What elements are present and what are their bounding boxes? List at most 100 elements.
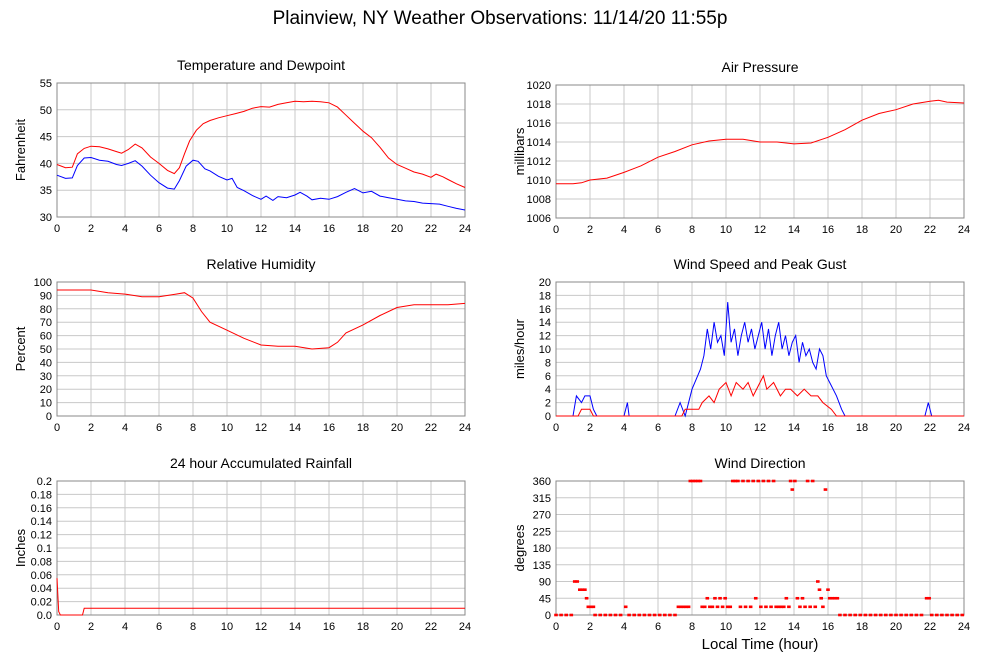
y-tick-label: 225 [533,526,551,538]
data-point [782,605,786,609]
x-tick-label: 22 [425,223,437,235]
data-point [696,479,700,483]
data-point [848,613,852,617]
y-tick-label: 0.12 [31,530,52,542]
data-point [816,580,820,583]
y-tick-label: 16 [539,304,551,316]
x-tick-label: 24 [958,422,970,434]
data-point [746,479,750,483]
y-tick-label: 1016 [527,118,551,130]
shared-x-axis-label: Local Time (hour) [701,636,819,653]
data-point [679,605,683,609]
y-tick-label: 0.02 [31,597,52,609]
y-tick-label: 8 [545,357,551,369]
data-point [698,479,703,483]
x-tick-label: 14 [788,422,800,434]
data-point [798,605,802,609]
data-point [774,605,778,609]
x-tick-label: 16 [822,224,834,236]
x-tick-label: 20 [391,223,403,235]
y-tick-label: 100 [34,277,52,289]
data-point [878,613,883,617]
y-tick-label: 55 [40,78,52,90]
x-tick-label: 2 [587,621,593,633]
data-point [756,479,761,483]
y-tick-label: 0.06 [31,570,52,582]
y-tick-label: 45 [40,132,52,144]
data-point [764,605,768,609]
plot-border [56,281,466,417]
x-tick-label: 14 [788,224,800,236]
y-axis-label: Fahrenheit [13,119,28,182]
data-point [710,605,715,609]
data-point [858,613,863,617]
x-tick-label: 4 [621,224,627,236]
data-point [741,479,745,483]
x-tick-label: 6 [156,621,162,633]
data-point [927,596,931,600]
data-point [673,613,677,617]
data-point [830,596,835,600]
data-point [793,479,797,483]
data-point [769,605,773,609]
data-point [693,479,698,483]
data-point [642,613,647,617]
data-point [578,588,582,591]
chart-title: Air Pressure [721,59,798,75]
y-tick-label: 14 [539,317,551,329]
x-tick-label: 16 [323,422,335,434]
data-point [627,613,631,617]
data-point [572,580,577,583]
data-point [586,605,591,609]
data-point [743,605,748,609]
series-line-1 [556,374,964,417]
plot-border [56,480,466,616]
data-point [583,588,587,591]
x-tick-label: 14 [788,621,800,633]
plot-border [555,84,965,219]
y-tick-label: 0.18 [31,489,52,501]
x-tick-label: 24 [459,422,471,434]
data-point [691,479,695,483]
x-tick-label: 14 [289,422,301,434]
data-point [771,479,776,483]
y-tick-label: 90 [40,290,52,302]
data-point [593,613,597,617]
data-point [945,613,949,617]
y-tick-label: 0 [46,411,52,423]
y-tick-label: 35 [40,185,52,197]
x-tick-label: 16 [323,621,335,633]
data-point [813,605,818,609]
data-point [733,479,738,483]
data-point [821,605,825,609]
x-tick-label: 22 [924,422,936,434]
y-tick-label: 0.2 [37,476,52,488]
y-tick-label: 60 [40,331,52,343]
data-point [618,613,623,617]
data-point [955,613,959,617]
data-point [935,613,939,617]
y-tick-label: 270 [533,510,551,522]
x-tick-label: 0 [54,223,60,235]
x-tick-label: 14 [289,621,301,633]
data-point [713,596,717,600]
data-point [929,613,934,617]
y-tick-label: 135 [533,560,551,572]
x-tick-label: 20 [890,621,902,633]
data-point [591,605,596,609]
data-point [580,588,585,591]
y-axis-label: millibars [512,127,527,175]
y-axis-label: Inches [13,528,28,567]
y-tick-label: 1018 [527,99,551,111]
y-tick-label: 1008 [527,194,551,206]
x-tick-label: 20 [391,422,403,434]
data-point [776,605,781,609]
y-tick-label: 0.1 [37,543,52,555]
x-tick-label: 16 [822,621,834,633]
data-point [598,613,602,617]
data-point [805,479,810,483]
x-tick-label: 8 [689,422,695,434]
y-tick-label: 360 [533,476,551,488]
